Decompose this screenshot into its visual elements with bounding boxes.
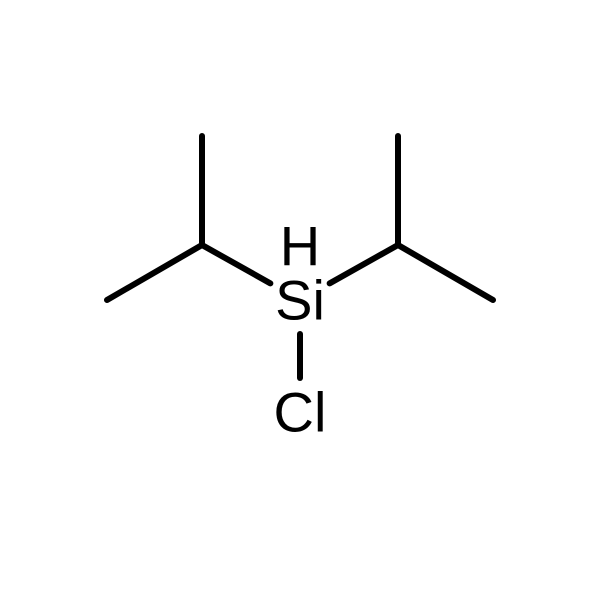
atom-label-si: Si	[275, 269, 325, 332]
bond	[202, 245, 270, 283]
bond	[398, 245, 493, 300]
atom-label-cl: Cl	[274, 381, 327, 444]
bond	[107, 245, 202, 300]
bond	[330, 245, 398, 283]
molecule-diagram: HSiCl	[0, 0, 600, 600]
